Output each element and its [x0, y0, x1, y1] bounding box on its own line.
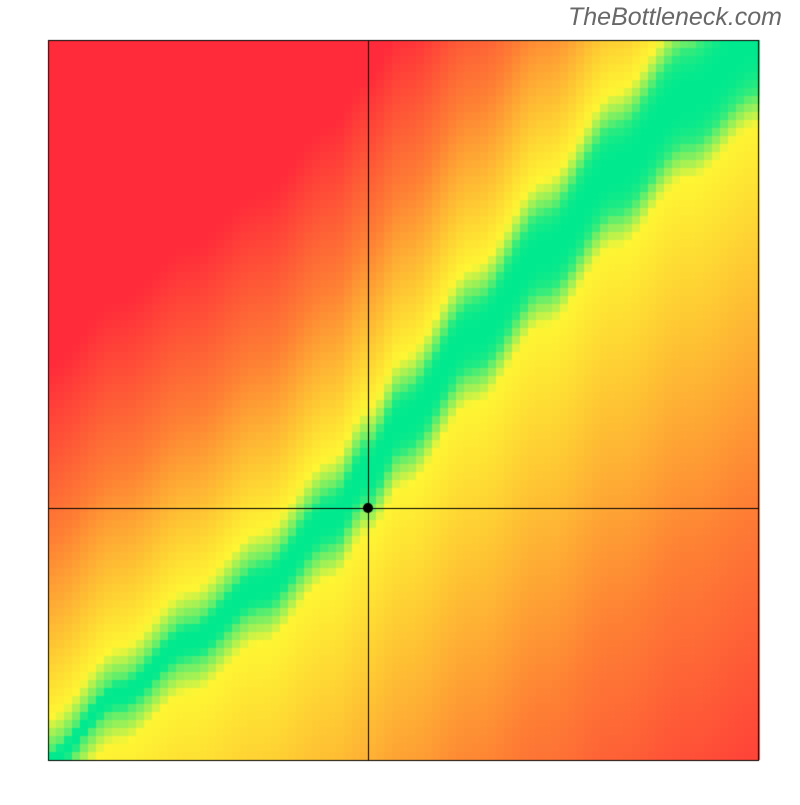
watermark-text: TheBottleneck.com — [568, 3, 782, 32]
heatmap-canvas — [0, 0, 800, 800]
bottleneck-heatmap-figure — [0, 0, 800, 805]
